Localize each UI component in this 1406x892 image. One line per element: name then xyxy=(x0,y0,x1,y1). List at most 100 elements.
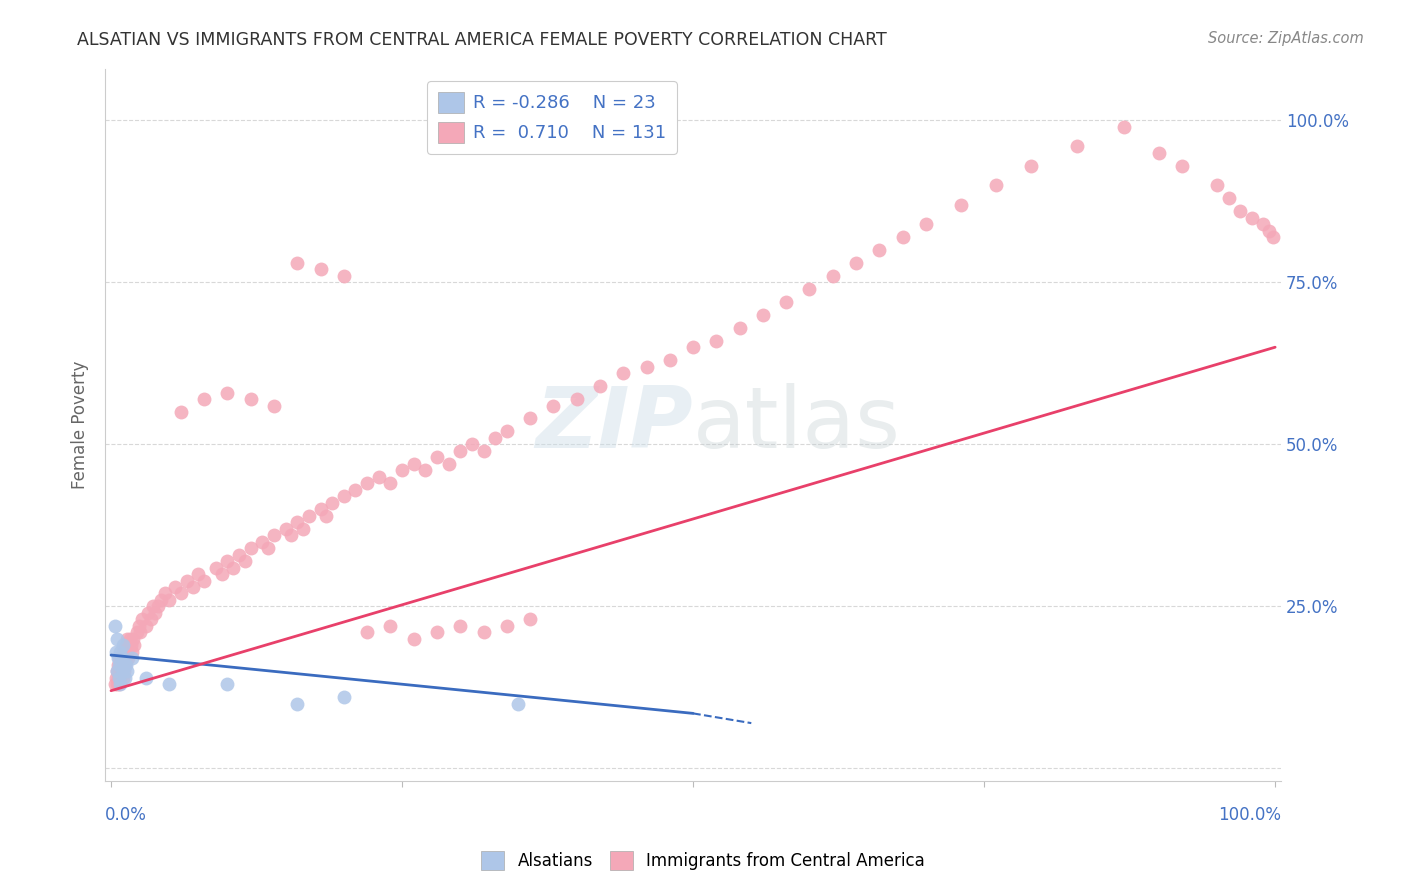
Point xyxy=(1218,191,1240,205)
Point xyxy=(217,677,239,691)
Point xyxy=(135,619,157,633)
Point xyxy=(356,625,378,640)
Point xyxy=(114,671,136,685)
Point xyxy=(891,230,914,244)
Point xyxy=(150,593,173,607)
Point xyxy=(333,690,356,705)
Point xyxy=(104,645,127,659)
Text: atlas: atlas xyxy=(693,384,901,467)
Point xyxy=(1171,159,1194,173)
Point xyxy=(543,399,565,413)
Point xyxy=(1253,217,1275,231)
Point xyxy=(165,580,187,594)
Point xyxy=(111,645,134,659)
Point xyxy=(367,470,389,484)
Point xyxy=(107,657,129,672)
Point xyxy=(118,632,141,646)
Point xyxy=(280,528,302,542)
Point xyxy=(1019,159,1042,173)
Point xyxy=(222,560,245,574)
Point xyxy=(356,476,378,491)
Point xyxy=(333,268,356,283)
Point xyxy=(112,651,135,665)
Point xyxy=(344,483,367,497)
Point xyxy=(114,645,136,659)
Point xyxy=(108,651,131,665)
Point xyxy=(415,463,437,477)
Point xyxy=(380,619,402,633)
Point xyxy=(153,586,176,600)
Point xyxy=(111,671,134,685)
Point xyxy=(108,657,131,672)
Point xyxy=(157,677,180,691)
Point xyxy=(108,671,131,685)
Point xyxy=(104,671,127,685)
Point xyxy=(110,657,132,672)
Point xyxy=(125,625,148,640)
Point xyxy=(1258,223,1281,237)
Point xyxy=(915,217,938,231)
Text: 100.0%: 100.0% xyxy=(1218,806,1281,824)
Point xyxy=(228,548,250,562)
Point xyxy=(204,560,226,574)
Text: Source: ZipAtlas.com: Source: ZipAtlas.com xyxy=(1208,31,1364,46)
Point xyxy=(682,340,704,354)
Point xyxy=(139,612,162,626)
Text: ALSATIAN VS IMMIGRANTS FROM CENTRAL AMERICA FEMALE POVERTY CORRELATION CHART: ALSATIAN VS IMMIGRANTS FROM CENTRAL AMER… xyxy=(77,31,887,49)
Point xyxy=(115,638,138,652)
Point xyxy=(508,697,530,711)
Point xyxy=(868,243,890,257)
Point xyxy=(402,457,425,471)
Point xyxy=(402,632,425,646)
Point xyxy=(309,262,332,277)
Point xyxy=(193,574,215,588)
Point xyxy=(103,619,125,633)
Point xyxy=(124,638,146,652)
Point xyxy=(636,359,658,374)
Text: 0.0%: 0.0% xyxy=(105,806,148,824)
Point xyxy=(706,334,728,348)
Point xyxy=(112,657,135,672)
Point xyxy=(658,353,681,368)
Point xyxy=(211,567,233,582)
Point xyxy=(821,268,844,283)
Point xyxy=(1229,204,1251,219)
Point xyxy=(728,320,751,334)
Point xyxy=(984,178,1007,193)
Point xyxy=(135,671,157,685)
Point xyxy=(315,508,337,523)
Point xyxy=(112,665,135,679)
Point xyxy=(108,665,131,679)
Point xyxy=(239,541,262,555)
Point xyxy=(775,294,797,309)
Legend: Alsatians, Immigrants from Central America: Alsatians, Immigrants from Central Ameri… xyxy=(474,844,932,877)
Text: ZIP: ZIP xyxy=(536,384,693,467)
Point xyxy=(472,625,495,640)
Point xyxy=(121,651,143,665)
Point xyxy=(1240,211,1263,225)
Point xyxy=(263,528,285,542)
Point xyxy=(449,619,471,633)
Point xyxy=(136,606,159,620)
Point xyxy=(1112,120,1135,134)
Point xyxy=(105,677,128,691)
Point xyxy=(461,437,484,451)
Point xyxy=(131,612,153,626)
Point xyxy=(285,256,308,270)
Point xyxy=(117,632,139,646)
Point xyxy=(380,476,402,491)
Point xyxy=(105,665,128,679)
Point xyxy=(292,522,315,536)
Point xyxy=(103,677,125,691)
Point xyxy=(298,508,321,523)
Point xyxy=(122,632,145,646)
Point xyxy=(321,496,343,510)
Point xyxy=(449,443,471,458)
Point xyxy=(157,593,180,607)
Point xyxy=(426,625,449,640)
Point xyxy=(1066,139,1088,153)
Point xyxy=(117,645,139,659)
Point xyxy=(111,657,134,672)
Point xyxy=(111,665,134,679)
Point xyxy=(110,651,132,665)
